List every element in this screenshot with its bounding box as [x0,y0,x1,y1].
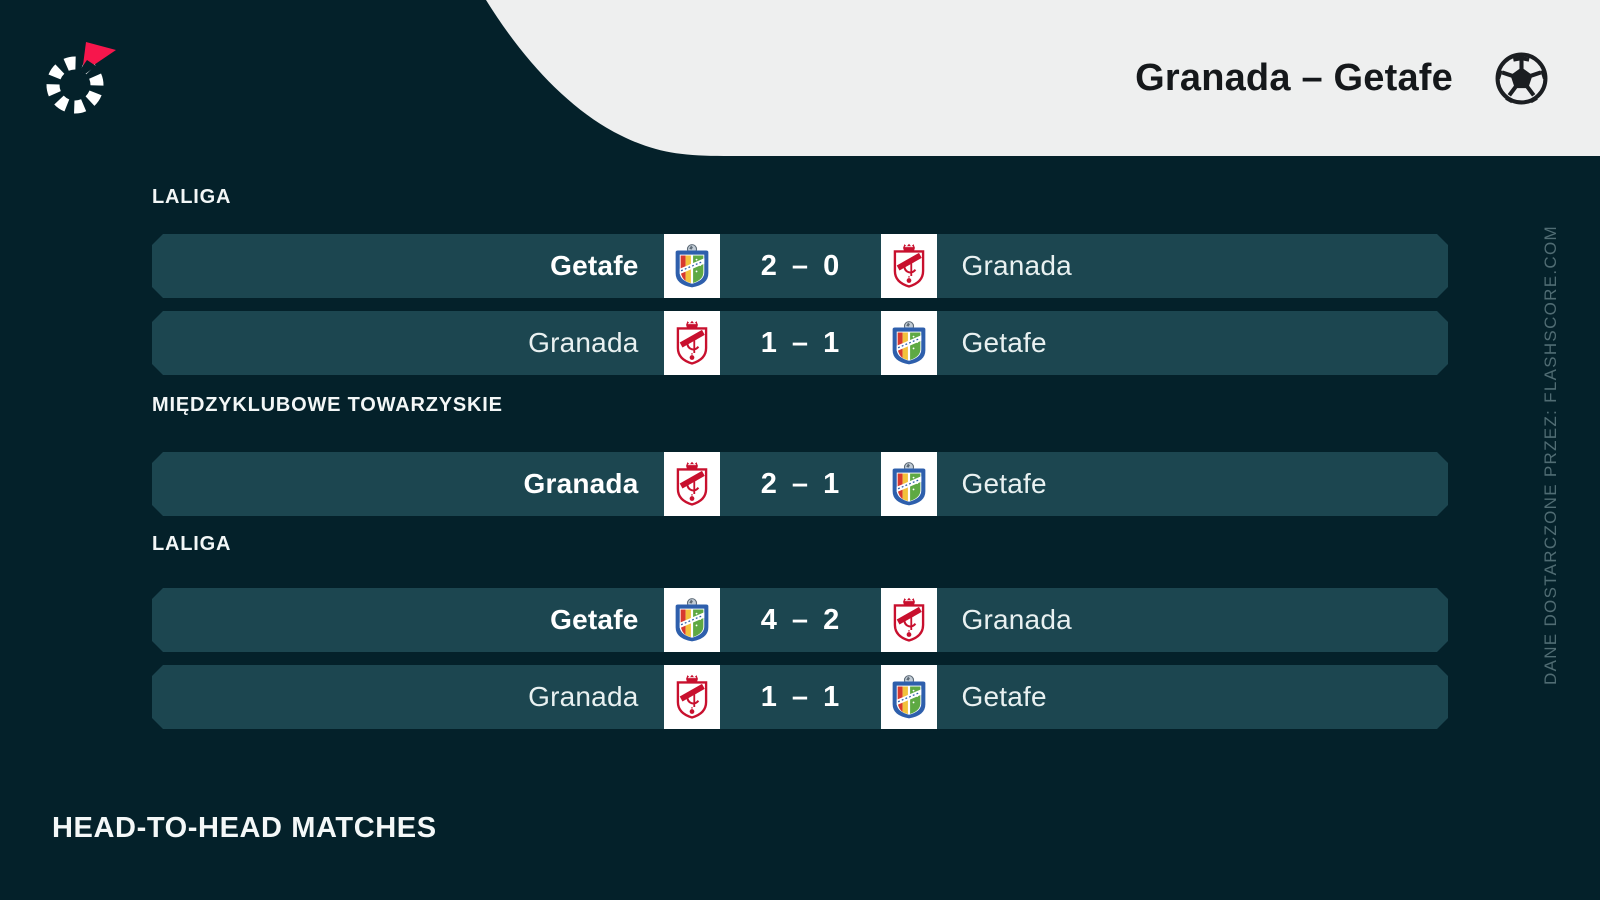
match-row[interactable]: Granada 2–1 Getafe [152,452,1448,516]
getafe-crest [672,243,712,289]
home-team-name: Getafe [550,250,639,281]
home-team-logo [664,588,720,652]
flashscore-logo [46,42,116,114]
away-score: 1 [823,680,840,713]
soccer-ball-icon [1495,52,1548,104]
home-score: 1 [760,326,777,359]
away-team-name: Granada [961,250,1072,281]
away-team-logo [881,665,937,729]
home-score: 1 [760,680,777,713]
home-team-name: Getafe [550,604,639,635]
home-score: 2 [760,249,777,282]
match-row[interactable]: Granada 1–1 Getafe [152,665,1448,729]
score-separator: – [791,326,809,359]
away-team-name: Getafe [961,468,1047,499]
getafe-crest [672,597,712,643]
away-score: 1 [823,326,840,359]
score-separator: – [791,249,809,282]
granada-crest [889,243,929,289]
away-team-logo [881,311,937,375]
watermark-text: DANE DOSTARCZONE PRZEZ: FLASHSCORE.COM [1541,225,1560,685]
home-team-name: Granada [523,468,639,499]
away-score: 0 [823,249,840,282]
header: Granada – Getafe [0,0,1600,156]
match-score: 4–2 [720,588,881,652]
home-team-name: Granada [528,681,639,712]
match-score: 1–1 [720,311,881,375]
match-row[interactable]: Getafe 2–0 Granada [152,234,1448,298]
header-curve-background [486,0,1600,156]
getafe-crest [889,674,929,720]
home-team-logo [664,452,720,516]
section-label: MIĘDZYKLUBOWE TOWARZYSKIE [152,394,503,416]
section-label: LALIGA [152,533,232,555]
getafe-crest [889,320,929,366]
away-team-name: Getafe [961,327,1047,358]
home-score: 2 [760,467,777,500]
away-team-logo [881,234,937,298]
match-score: 2–1 [720,452,881,516]
score-separator: – [791,603,809,636]
score-separator: – [791,467,809,500]
page-heading: HEAD-TO-HEAD MATCHES [52,812,437,844]
match-score: 2–0 [720,234,881,298]
home-team-logo [664,311,720,375]
home-score: 4 [760,603,777,636]
away-score: 2 [823,603,840,636]
granada-crest [672,674,712,720]
granada-crest [672,461,712,507]
score-separator: – [791,680,809,713]
away-team-name: Granada [961,604,1072,635]
getafe-crest [889,461,929,507]
match-row[interactable]: Getafe 4–2 Granada [152,588,1448,652]
home-team-name: Granada [528,327,639,358]
match-title: Granada – Getafe [1135,56,1453,99]
away-team-logo [881,452,937,516]
home-team-logo [664,665,720,729]
granada-crest [672,320,712,366]
match-score: 1–1 [720,665,881,729]
granada-crest [889,597,929,643]
match-row[interactable]: Granada 1–1 Getafe [152,311,1448,375]
away-team-name: Getafe [961,681,1047,712]
away-team-logo [881,588,937,652]
away-score: 1 [823,467,840,500]
section-label: LALIGA [152,186,232,208]
home-team-logo [664,234,720,298]
